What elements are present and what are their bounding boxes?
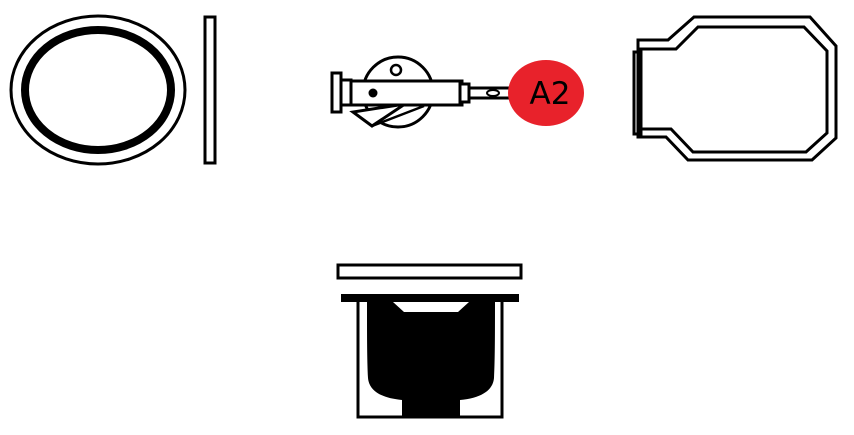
gasket-inner-ring: [21, 26, 175, 154]
bracket-outer-outline: [636, 15, 838, 162]
latch-disc-hole: [389, 63, 403, 77]
latch-wedge-edge: [371, 104, 425, 128]
latch-wedge: [349, 102, 406, 128]
pin-body-hole: [368, 88, 378, 98]
callout-balloon: [508, 60, 584, 126]
gasket-outer-edge: [9, 14, 187, 166]
callout-label: A2: [530, 76, 571, 112]
cup-housing-section: [336, 263, 523, 419]
gasket-ring-front-view: [9, 14, 187, 166]
callout-a2: A2: [508, 60, 584, 126]
handle-bracket: [632, 15, 838, 162]
pin-shaft-hole: [486, 89, 500, 97]
cup-solid-body: [367, 302, 495, 416]
gasket-ring-side-view: [203, 15, 217, 165]
latch-pin-assembly: [330, 55, 514, 129]
bracket-inner-outline: [639, 25, 829, 154]
cup-housing-walls: [356, 302, 504, 419]
cup-lid: [336, 263, 523, 280]
pin-body: [349, 79, 464, 107]
cup-flange: [341, 294, 519, 302]
